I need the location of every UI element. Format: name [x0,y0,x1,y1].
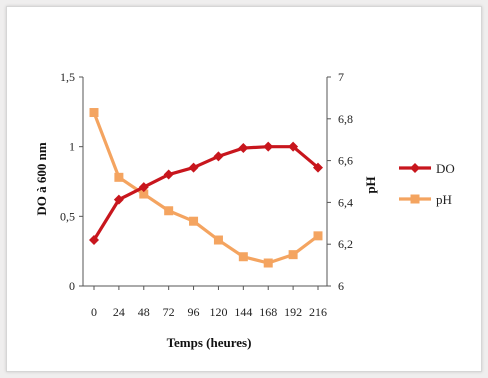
x-axis-title: Temps (heures) [167,335,252,350]
chart-frame [6,6,482,372]
y-left-tick-label: 1 [69,140,75,154]
chart-axes: 0 0,5 1 1,5 6 6,2 6,4 6,6 6,8 7 0 24 48 72 96 120 144 168… [60,70,353,319]
y-right-tick-label: 6,6 [338,154,353,168]
series-layer [89,108,323,268]
data-point [164,206,174,216]
y-right-tick-label: 6,8 [338,112,353,126]
legend: DO pH [399,161,455,207]
y-right-axis-title: pH [363,176,378,193]
x-tick-label: 0 [91,305,97,319]
y-left-tick-label: 0 [69,279,75,293]
legend-label: pH [436,192,452,207]
x-tick-label: 96 [188,305,200,319]
data-point [139,189,149,199]
x-tick-label: 24 [113,305,125,319]
y-left-tick-label: 1,5 [60,70,75,84]
data-point [238,143,249,154]
data-point [213,151,224,162]
legend-swatch-marker [410,194,420,204]
y-right-tick-label: 6,2 [338,237,353,251]
data-point [189,216,199,226]
data-point [114,172,124,182]
data-point [89,235,99,246]
series-line [92,145,320,241]
data-point [138,182,149,193]
x-tick-label: 168 [259,305,277,319]
data-point [113,194,124,205]
y-right-tick-label: 6,4 [338,195,353,209]
y-right-tick-label: 6 [338,279,344,293]
y-left-axis-title: DO à 600 nm [34,142,49,215]
legend-item: pH [399,192,452,207]
series-do [89,141,323,246]
data-point [263,258,273,268]
data-point [89,108,99,118]
y-right-tick-label: 7 [338,70,344,84]
x-tick-label: 48 [138,305,150,319]
data-point [238,252,248,262]
data-point [213,235,223,245]
data-point [288,141,299,152]
data-point [288,250,298,260]
data-point [188,162,199,173]
x-tick-label: 72 [163,305,175,319]
x-tick-label: 192 [284,305,302,319]
x-tick-label: 120 [209,305,227,319]
legend-swatch-marker [410,163,420,173]
y-left-tick-label: 0,5 [60,209,75,223]
series-ph [89,108,323,268]
data-point [263,141,274,152]
series-line [92,111,319,265]
x-tick-label: 216 [309,305,327,319]
data-point [313,231,323,241]
data-point [313,162,323,173]
data-point [163,169,174,180]
legend-item: DO [399,161,455,176]
x-tick-label: 144 [234,305,252,319]
legend-label: DO [436,161,455,176]
